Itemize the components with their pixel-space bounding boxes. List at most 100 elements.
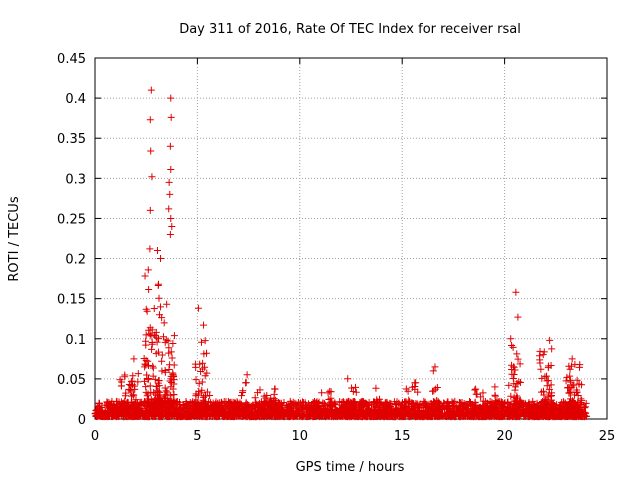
data-point	[410, 409, 418, 417]
data-point	[365, 409, 373, 417]
data-point	[196, 360, 204, 368]
data-point	[134, 378, 142, 386]
data-point	[489, 400, 497, 408]
data-point	[165, 205, 173, 213]
data-point	[472, 401, 480, 409]
data-point	[405, 396, 413, 404]
data-point	[119, 400, 127, 408]
data-point	[520, 406, 528, 414]
data-point	[199, 359, 207, 367]
data-point	[164, 413, 172, 421]
data-point	[562, 404, 570, 412]
data-point	[112, 406, 120, 414]
axis-ticks: 0 5 10 15 20 25 0 0.05 0.1 0.15 0.2 0.25 0.3 0.35 0.4 0…	[57, 52, 615, 444]
data-point	[113, 397, 121, 405]
data-point	[164, 337, 172, 345]
data-point	[434, 397, 442, 405]
data-point	[163, 390, 171, 398]
data-point	[582, 403, 590, 411]
data-point	[510, 394, 518, 402]
data-point	[431, 385, 439, 393]
data-point	[144, 376, 152, 384]
data-point	[512, 405, 520, 413]
data-point	[544, 411, 552, 419]
data-point	[94, 402, 102, 410]
data-point	[574, 411, 582, 419]
data-point	[344, 410, 352, 418]
data-point	[262, 409, 270, 417]
data-point	[352, 401, 360, 409]
data-point	[238, 392, 246, 400]
data-point	[239, 389, 247, 397]
data-point	[574, 399, 582, 407]
data-point	[507, 392, 515, 400]
data-point	[158, 367, 166, 375]
data-point	[142, 341, 150, 349]
y-axis-label: ROTI / TECUs	[7, 196, 22, 281]
data-point	[201, 337, 209, 345]
data-point	[328, 407, 336, 415]
data-point	[392, 400, 400, 408]
data-point	[392, 404, 400, 412]
data-point	[158, 357, 166, 365]
data-point	[547, 392, 555, 400]
data-point	[491, 391, 499, 399]
data-point	[149, 364, 157, 372]
data-point	[414, 388, 422, 396]
data-point	[383, 400, 391, 408]
data-point	[472, 390, 480, 398]
data-point	[194, 304, 202, 312]
data-point	[158, 410, 166, 418]
data-point	[225, 412, 233, 420]
data-point	[100, 411, 108, 419]
data-point	[548, 345, 556, 353]
data-point	[262, 394, 270, 402]
data-point	[412, 400, 420, 408]
data-point	[474, 408, 482, 416]
data-point	[467, 400, 475, 408]
data-point	[525, 399, 533, 407]
data-point	[352, 388, 360, 396]
data-point	[155, 294, 163, 302]
data-point	[569, 397, 577, 405]
data-point	[274, 410, 282, 418]
data-point	[372, 384, 380, 392]
data-point	[229, 410, 237, 418]
data-point	[541, 373, 549, 381]
data-point	[567, 378, 575, 386]
data-point	[165, 178, 173, 186]
data-point	[193, 411, 201, 419]
data-point	[565, 398, 573, 406]
data-point	[509, 343, 517, 351]
data-point	[153, 247, 161, 255]
y-tick-label: 0.35	[57, 132, 86, 147]
data-point	[141, 412, 149, 420]
data-point	[344, 375, 352, 383]
data-point	[458, 398, 466, 406]
data-point	[129, 372, 137, 380]
data-point	[196, 407, 204, 415]
y-tick-label: 0.25	[57, 212, 86, 227]
data-point	[348, 384, 356, 392]
data-point	[542, 402, 550, 410]
data-point	[268, 410, 276, 418]
data-point	[192, 363, 200, 371]
data-point	[429, 367, 437, 375]
data-point	[449, 399, 457, 407]
data-point	[305, 412, 313, 420]
data-point	[536, 347, 544, 355]
data-point	[402, 403, 410, 411]
data-point	[335, 408, 343, 416]
data-point	[548, 396, 556, 404]
data-point	[547, 404, 555, 412]
data-point	[317, 411, 325, 419]
data-point	[212, 413, 220, 421]
data-point	[146, 116, 154, 124]
data-point	[95, 400, 103, 408]
data-point	[142, 383, 150, 391]
data-point	[146, 206, 154, 214]
data-point	[573, 376, 581, 384]
data-point	[163, 300, 171, 308]
data-point	[370, 411, 378, 419]
